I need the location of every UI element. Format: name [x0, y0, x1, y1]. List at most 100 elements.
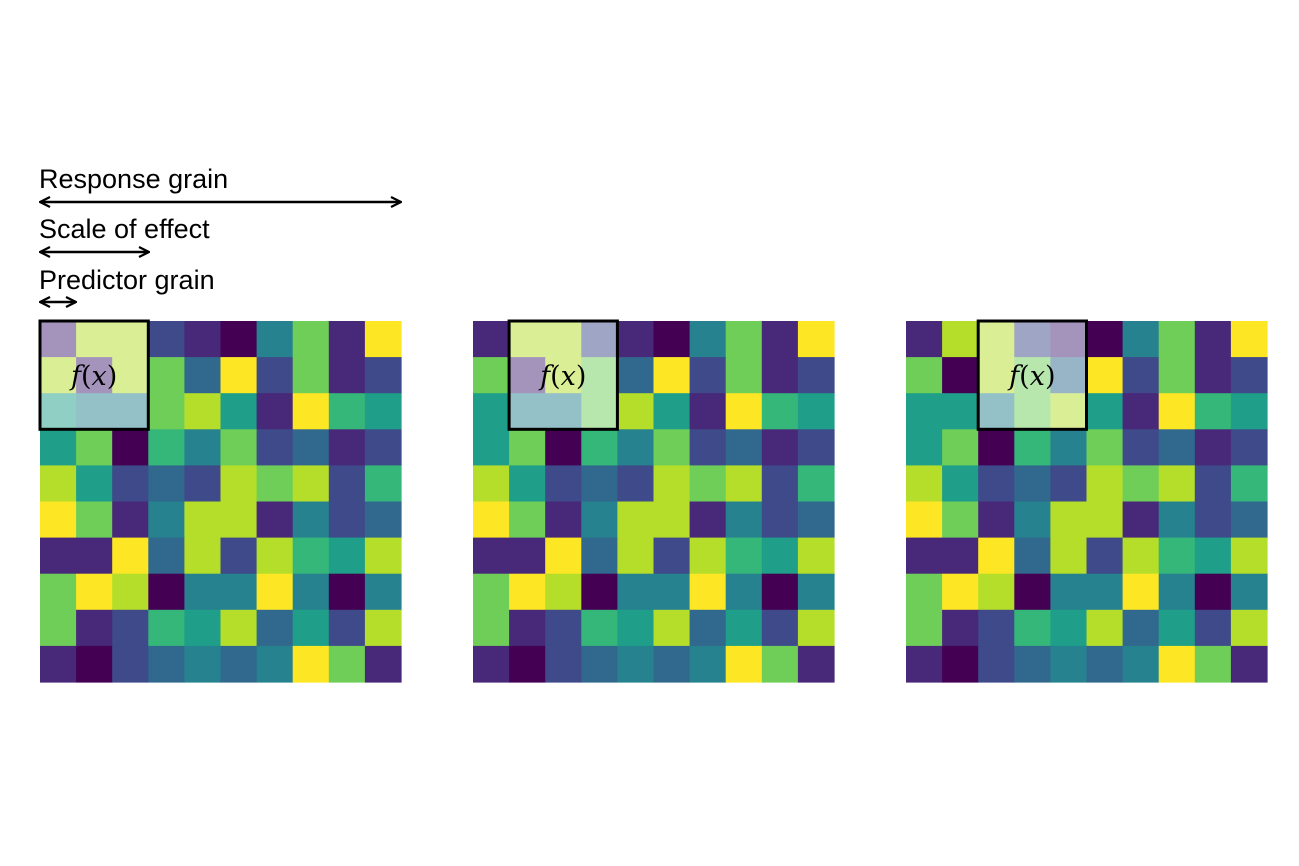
raster-cell: [689, 609, 727, 647]
raster-cell: [978, 501, 1015, 539]
raster-cell: [112, 465, 149, 503]
raster-cell: [148, 537, 185, 575]
raster-cell: [1122, 501, 1160, 539]
raster-cell: [1014, 609, 1051, 647]
raster-cell: [148, 645, 185, 683]
raster-cell: [292, 393, 330, 430]
raster-cell: [581, 465, 618, 503]
raster-cell: [761, 501, 799, 539]
raster-cell: [76, 537, 113, 575]
raster-cell: [906, 573, 943, 611]
raster-cell: [797, 465, 835, 503]
raster-cell: [1230, 465, 1268, 503]
raster-cell: [184, 609, 222, 647]
raster-cell: [653, 609, 691, 647]
raster-cell: [1194, 537, 1232, 575]
raster-cell: [1014, 501, 1051, 539]
raster-cell: [1230, 393, 1268, 430]
raster-cell: [797, 609, 835, 647]
raster-cell: [220, 357, 258, 394]
raster-cell: [256, 465, 294, 503]
raster-cell: [1086, 501, 1124, 539]
raster-cell: [364, 357, 402, 394]
raster-cell: [1194, 609, 1232, 647]
raster-cell: [220, 429, 258, 466]
raster-cell: [76, 573, 113, 611]
raster-cell: [545, 573, 582, 611]
raster-cell: [1122, 321, 1160, 358]
raster-cell: [1194, 321, 1232, 358]
moving-window: [507, 319, 619, 431]
raster-cell: [76, 501, 113, 539]
raster-cell: [40, 645, 77, 683]
raster-cell: [725, 537, 763, 575]
raster-cell: [1014, 465, 1051, 503]
raster-cell: [148, 357, 185, 394]
raster-cell: [40, 429, 77, 466]
raster-cell: [1050, 609, 1088, 647]
raster-cell: [797, 573, 835, 611]
raster-cell: [1122, 465, 1160, 503]
raster-cell: [184, 465, 222, 503]
raster-cell: [256, 573, 294, 611]
raster-cell: [256, 321, 294, 358]
raster-cell: [1230, 537, 1268, 575]
raster-cell: [1158, 609, 1196, 647]
moving-window: [976, 319, 1089, 431]
raster-cell: [509, 573, 546, 611]
raster-cell: [220, 501, 258, 539]
raster-cell: [328, 321, 366, 358]
raster-cell: [761, 573, 799, 611]
raster-cell: [473, 537, 510, 575]
raster-cell: [184, 357, 222, 394]
raster-cell: [545, 645, 582, 683]
raster-cell: [112, 429, 149, 466]
raster-cell: [761, 645, 799, 683]
raster-cell: [653, 429, 691, 466]
raster-cell: [328, 645, 366, 683]
raster-cell: [256, 609, 294, 647]
raster-cell: [1158, 645, 1196, 683]
raster-cell: [689, 537, 727, 575]
moving-window: [38, 319, 150, 431]
raster-cell: [1014, 645, 1051, 683]
raster-cell: [761, 465, 799, 503]
raster-cell: [978, 429, 1015, 466]
raster-cell: [148, 393, 185, 430]
raster-cell: [1086, 393, 1124, 430]
raster-cell: [76, 609, 113, 647]
raster-cell: [328, 465, 366, 503]
raster-cell: [617, 609, 655, 647]
raster-cell: [942, 645, 979, 683]
raster-cell: [473, 429, 510, 466]
raster-cell: [184, 429, 222, 466]
raster-cell: [617, 645, 655, 683]
raster-cell: [653, 321, 691, 358]
raster-cell: [328, 393, 366, 430]
raster-cell: [617, 429, 655, 466]
raster-cell: [1122, 537, 1160, 575]
raster-cell: [906, 429, 943, 466]
raster-cell: [617, 357, 655, 394]
raster-cell: [617, 321, 655, 358]
raster-cell: [1086, 537, 1124, 575]
raster-cell: [509, 429, 546, 466]
raster-cell: [292, 537, 330, 575]
raster-cell: [797, 429, 835, 466]
raster-cell: [1194, 465, 1232, 503]
raster-cell: [184, 645, 222, 683]
raster-cell: [112, 501, 149, 539]
raster-cell: [148, 573, 185, 611]
raster-cell: [509, 465, 546, 503]
raster-cell: [1158, 357, 1196, 394]
raster-cell: [653, 645, 691, 683]
raster-cell: [364, 321, 402, 358]
raster-cell: [689, 501, 727, 539]
raster-cell: [653, 501, 691, 539]
raster-cell: [292, 357, 330, 394]
raster-panel-3: f(x): [906, 319, 1268, 683]
raster-cell: [1158, 465, 1196, 503]
raster-cell: [148, 429, 185, 466]
raster-cell: [942, 609, 979, 647]
raster-cell: [761, 537, 799, 575]
